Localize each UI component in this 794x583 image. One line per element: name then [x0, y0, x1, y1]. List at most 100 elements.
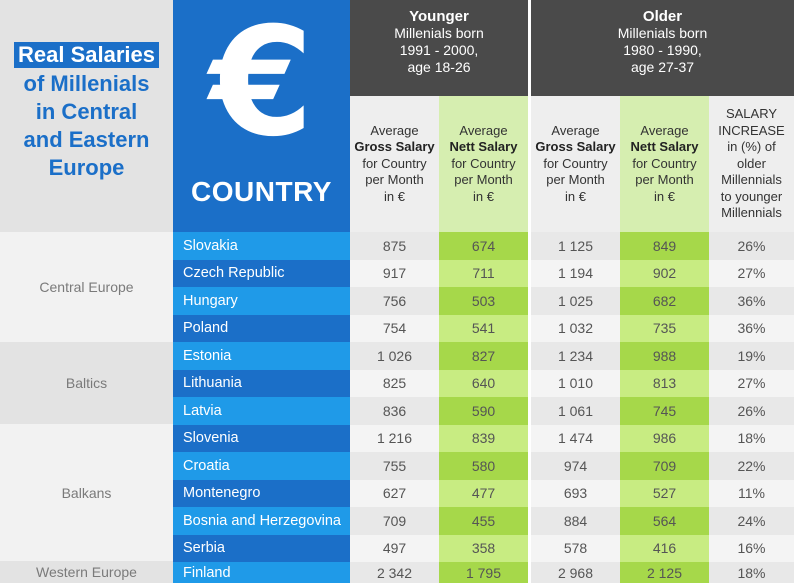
col-header-text: INCREASE [718, 122, 785, 138]
region-central-europe: Central Europe [0, 232, 173, 342]
older-gross-value: 1 474 [531, 424, 620, 452]
country-name: Hungary [173, 287, 350, 315]
older-nett-value: 988 [620, 342, 709, 370]
younger-nett-value: 541 [439, 314, 528, 342]
col-header-text: per Month [365, 172, 424, 188]
table-row: Slovenia 1 216 839 1 474 986 18% [173, 424, 794, 452]
col-header-younger-nett: Average Nett Salary for Country per Mont… [439, 96, 528, 232]
col-header-text: Average [640, 122, 689, 138]
older-nett-value: 2 125 [620, 562, 709, 583]
country-name: Slovakia [173, 232, 350, 260]
title-line-3: in Central [35, 99, 138, 124]
younger-group-name: Younger [409, 8, 469, 25]
younger-gross-value: 755 [350, 452, 439, 480]
salary-increase-value: 18% [709, 562, 794, 583]
younger-group-line3: age 18-26 [407, 59, 471, 75]
table-row: Czech Republic 917 711 1 194 902 27% [173, 259, 794, 287]
region-baltics: Baltics [0, 342, 173, 424]
salary-increase-value: 27% [709, 369, 794, 397]
younger-gross-value: 754 [350, 314, 439, 342]
younger-group-line2: 1991 - 2000, [399, 42, 479, 58]
salary-increase-value: 16% [709, 534, 794, 562]
country-name: Serbia [173, 534, 350, 562]
older-nett-value: 745 [620, 397, 709, 425]
younger-gross-value: 1 026 [350, 342, 439, 370]
salary-increase-value: 36% [709, 314, 794, 342]
younger-nett-value: 477 [439, 479, 528, 507]
younger-gross-value: 825 [350, 369, 439, 397]
younger-nett-value: 503 [439, 287, 528, 315]
country-name: Montenegro [173, 479, 350, 507]
older-group-name: Older [642, 8, 683, 25]
col-header-bold: Nett Salary [630, 139, 699, 155]
older-nett-value: 709 [620, 452, 709, 480]
older-gross-value: 1 025 [531, 287, 620, 315]
table-row: Slovakia 875 674 1 125 849 26% [173, 232, 794, 260]
younger-gross-value: 756 [350, 287, 439, 315]
col-header-text: Average [370, 122, 419, 138]
salary-increase-value: 11% [709, 479, 794, 507]
younger-nett-value: 590 [439, 397, 528, 425]
younger-nett-value: 358 [439, 534, 528, 562]
younger-nett-value: 674 [439, 232, 528, 260]
younger-gross-value: 1 216 [350, 424, 439, 452]
older-nett-value: 735 [620, 314, 709, 342]
salary-increase-value: 26% [709, 232, 794, 260]
country-name: Slovenia [173, 424, 350, 452]
country-name: Finland [173, 562, 350, 583]
older-gross-value: 1 010 [531, 369, 620, 397]
younger-gross-value: 627 [350, 479, 439, 507]
col-header-text: to younger [720, 188, 783, 204]
older-gross-value: 1 234 [531, 342, 620, 370]
older-gross-value: 884 [531, 507, 620, 535]
table-row: Estonia 1 026 827 1 234 988 19% [173, 342, 794, 370]
title-line-2: of Millenials [23, 71, 150, 96]
younger-gross-value: 497 [350, 534, 439, 562]
title-line-1: Real Salaries [14, 42, 159, 68]
col-header-text: Average [459, 122, 508, 138]
younger-nett-value: 580 [439, 452, 528, 480]
younger-gross-value: 836 [350, 397, 439, 425]
older-nett-value: 902 [620, 259, 709, 287]
table-row: Latvia 836 590 1 061 745 26% [173, 397, 794, 425]
older-gross-value: 1 125 [531, 232, 620, 260]
table-row: Bosnia and Herzegovina 709 455 884 564 2… [173, 507, 794, 535]
younger-nett-value: 839 [439, 424, 528, 452]
younger-gross-value: 709 [350, 507, 439, 535]
country-name: Estonia [173, 342, 350, 370]
table-row: Montenegro 627 477 693 527 11% [173, 479, 794, 507]
older-nett-value: 682 [620, 287, 709, 315]
country-name: Croatia [173, 452, 350, 480]
older-gross-value: 693 [531, 479, 620, 507]
older-nett-value: 813 [620, 369, 709, 397]
salary-increase-value: 24% [709, 507, 794, 535]
region-western-europe: Western Europe [0, 561, 173, 583]
euro-icon: € [209, 0, 314, 170]
older-nett-value: 849 [620, 232, 709, 260]
older-gross-value: 2 968 [531, 562, 620, 583]
salary-increase-value: 22% [709, 452, 794, 480]
table-row: Finland 2 342 1 795 2 968 2 125 18% [173, 562, 794, 583]
country-name: Lithuania [173, 369, 350, 397]
group-divider [528, 0, 531, 583]
col-header-older-nett: Average Nett Salary for Country per Mont… [620, 96, 709, 232]
col-header-text: for Country [451, 155, 516, 171]
col-header-text: SALARY [725, 106, 778, 122]
older-gross-value: 974 [531, 452, 620, 480]
col-header-text: Average [551, 122, 600, 138]
country-name: Czech Republic [173, 259, 350, 287]
salary-increase-value: 36% [709, 287, 794, 315]
younger-nett-value: 455 [439, 507, 528, 535]
country-name: Poland [173, 314, 350, 342]
older-group-line3: age 27-37 [630, 59, 695, 75]
col-header-text: Millennials [721, 172, 782, 188]
col-header-text: for Country [543, 155, 608, 171]
younger-nett-value: 1 795 [439, 562, 528, 583]
younger-nett-value: 711 [439, 259, 528, 287]
region-balkans: Balkans [0, 424, 173, 561]
col-header-text: for Country [632, 155, 697, 171]
col-header-text: for Country [362, 155, 427, 171]
col-header-text: per Month [546, 172, 605, 188]
younger-nett-value: 827 [439, 342, 528, 370]
col-header-older-gross: Average Gross Salary for Country per Mon… [531, 96, 620, 232]
